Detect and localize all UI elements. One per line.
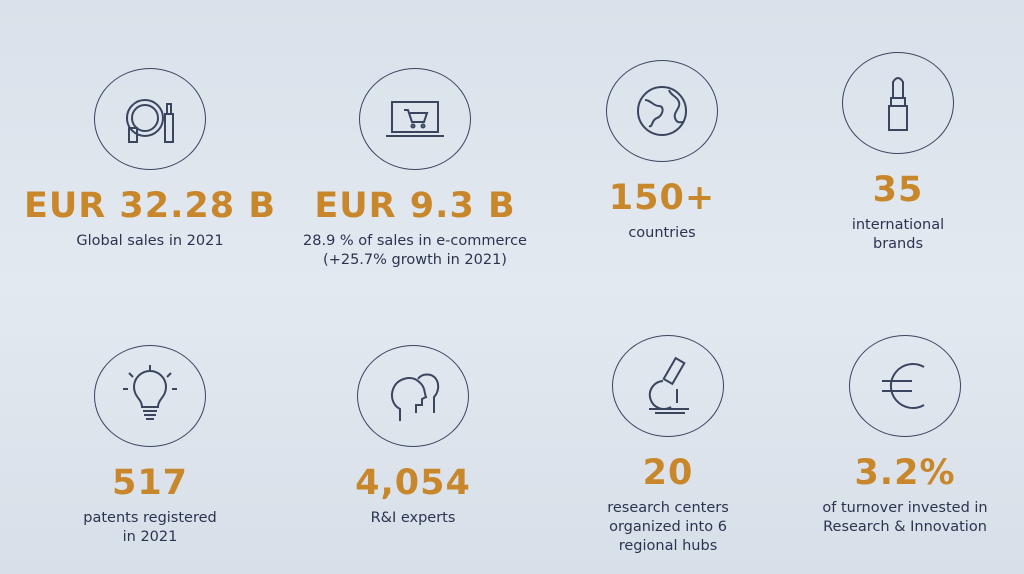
stat-description: Global sales in 2021	[76, 233, 224, 249]
cosmetics-mirror-icon	[94, 68, 206, 170]
stat-value: 4,054	[355, 463, 471, 503]
stat-description: patents registered in 2021	[83, 510, 217, 545]
stat-value: 150+	[608, 178, 716, 218]
stat-patents: 517 patents registered in 2021	[20, 345, 280, 547]
stat-description: countries	[628, 225, 696, 241]
stat-description: 28.9 % of sales in e-commerce (+25.7% gro…	[303, 233, 527, 268]
stat-global-sales: EUR 32.28 B Global sales in 2021	[20, 68, 280, 251]
microscope-icon	[612, 335, 724, 437]
stat-value: EUR 9.3 B	[314, 186, 516, 226]
stat-value: 3.2%	[854, 453, 956, 493]
lipstick-icon	[842, 52, 954, 154]
stat-experts: 4,054 R&I experts	[283, 345, 543, 528]
lightbulb-icon	[94, 345, 206, 447]
stat-countries: 150+ countries	[532, 60, 792, 243]
heads-icon	[357, 345, 469, 447]
stat-value: 517	[111, 463, 189, 503]
stat-description: international brands	[851, 217, 945, 252]
globe-icon	[606, 60, 718, 162]
stat-research-centers: 20 research centers organized into 6 regio…	[538, 335, 798, 556]
stat-value: EUR 32.28 B	[23, 186, 277, 226]
stat-brands: 35 international brands	[768, 52, 1024, 254]
laptop-cart-icon	[359, 68, 471, 170]
stat-description: research centers organized into 6 regional…	[607, 500, 729, 554]
stat-description: of turnover invested in Research & Innova…	[822, 500, 988, 535]
euro-icon	[849, 335, 961, 437]
stat-description: R&I experts	[370, 510, 456, 526]
stat-value: 20	[642, 453, 694, 493]
stat-ecommerce: EUR 9.3 B 28.9 % of sales in e-commerce(…	[285, 68, 545, 270]
stat-value: 35	[872, 170, 924, 210]
stat-rd-investment: 3.2% of turnover invested in Research & I…	[775, 335, 1024, 537]
